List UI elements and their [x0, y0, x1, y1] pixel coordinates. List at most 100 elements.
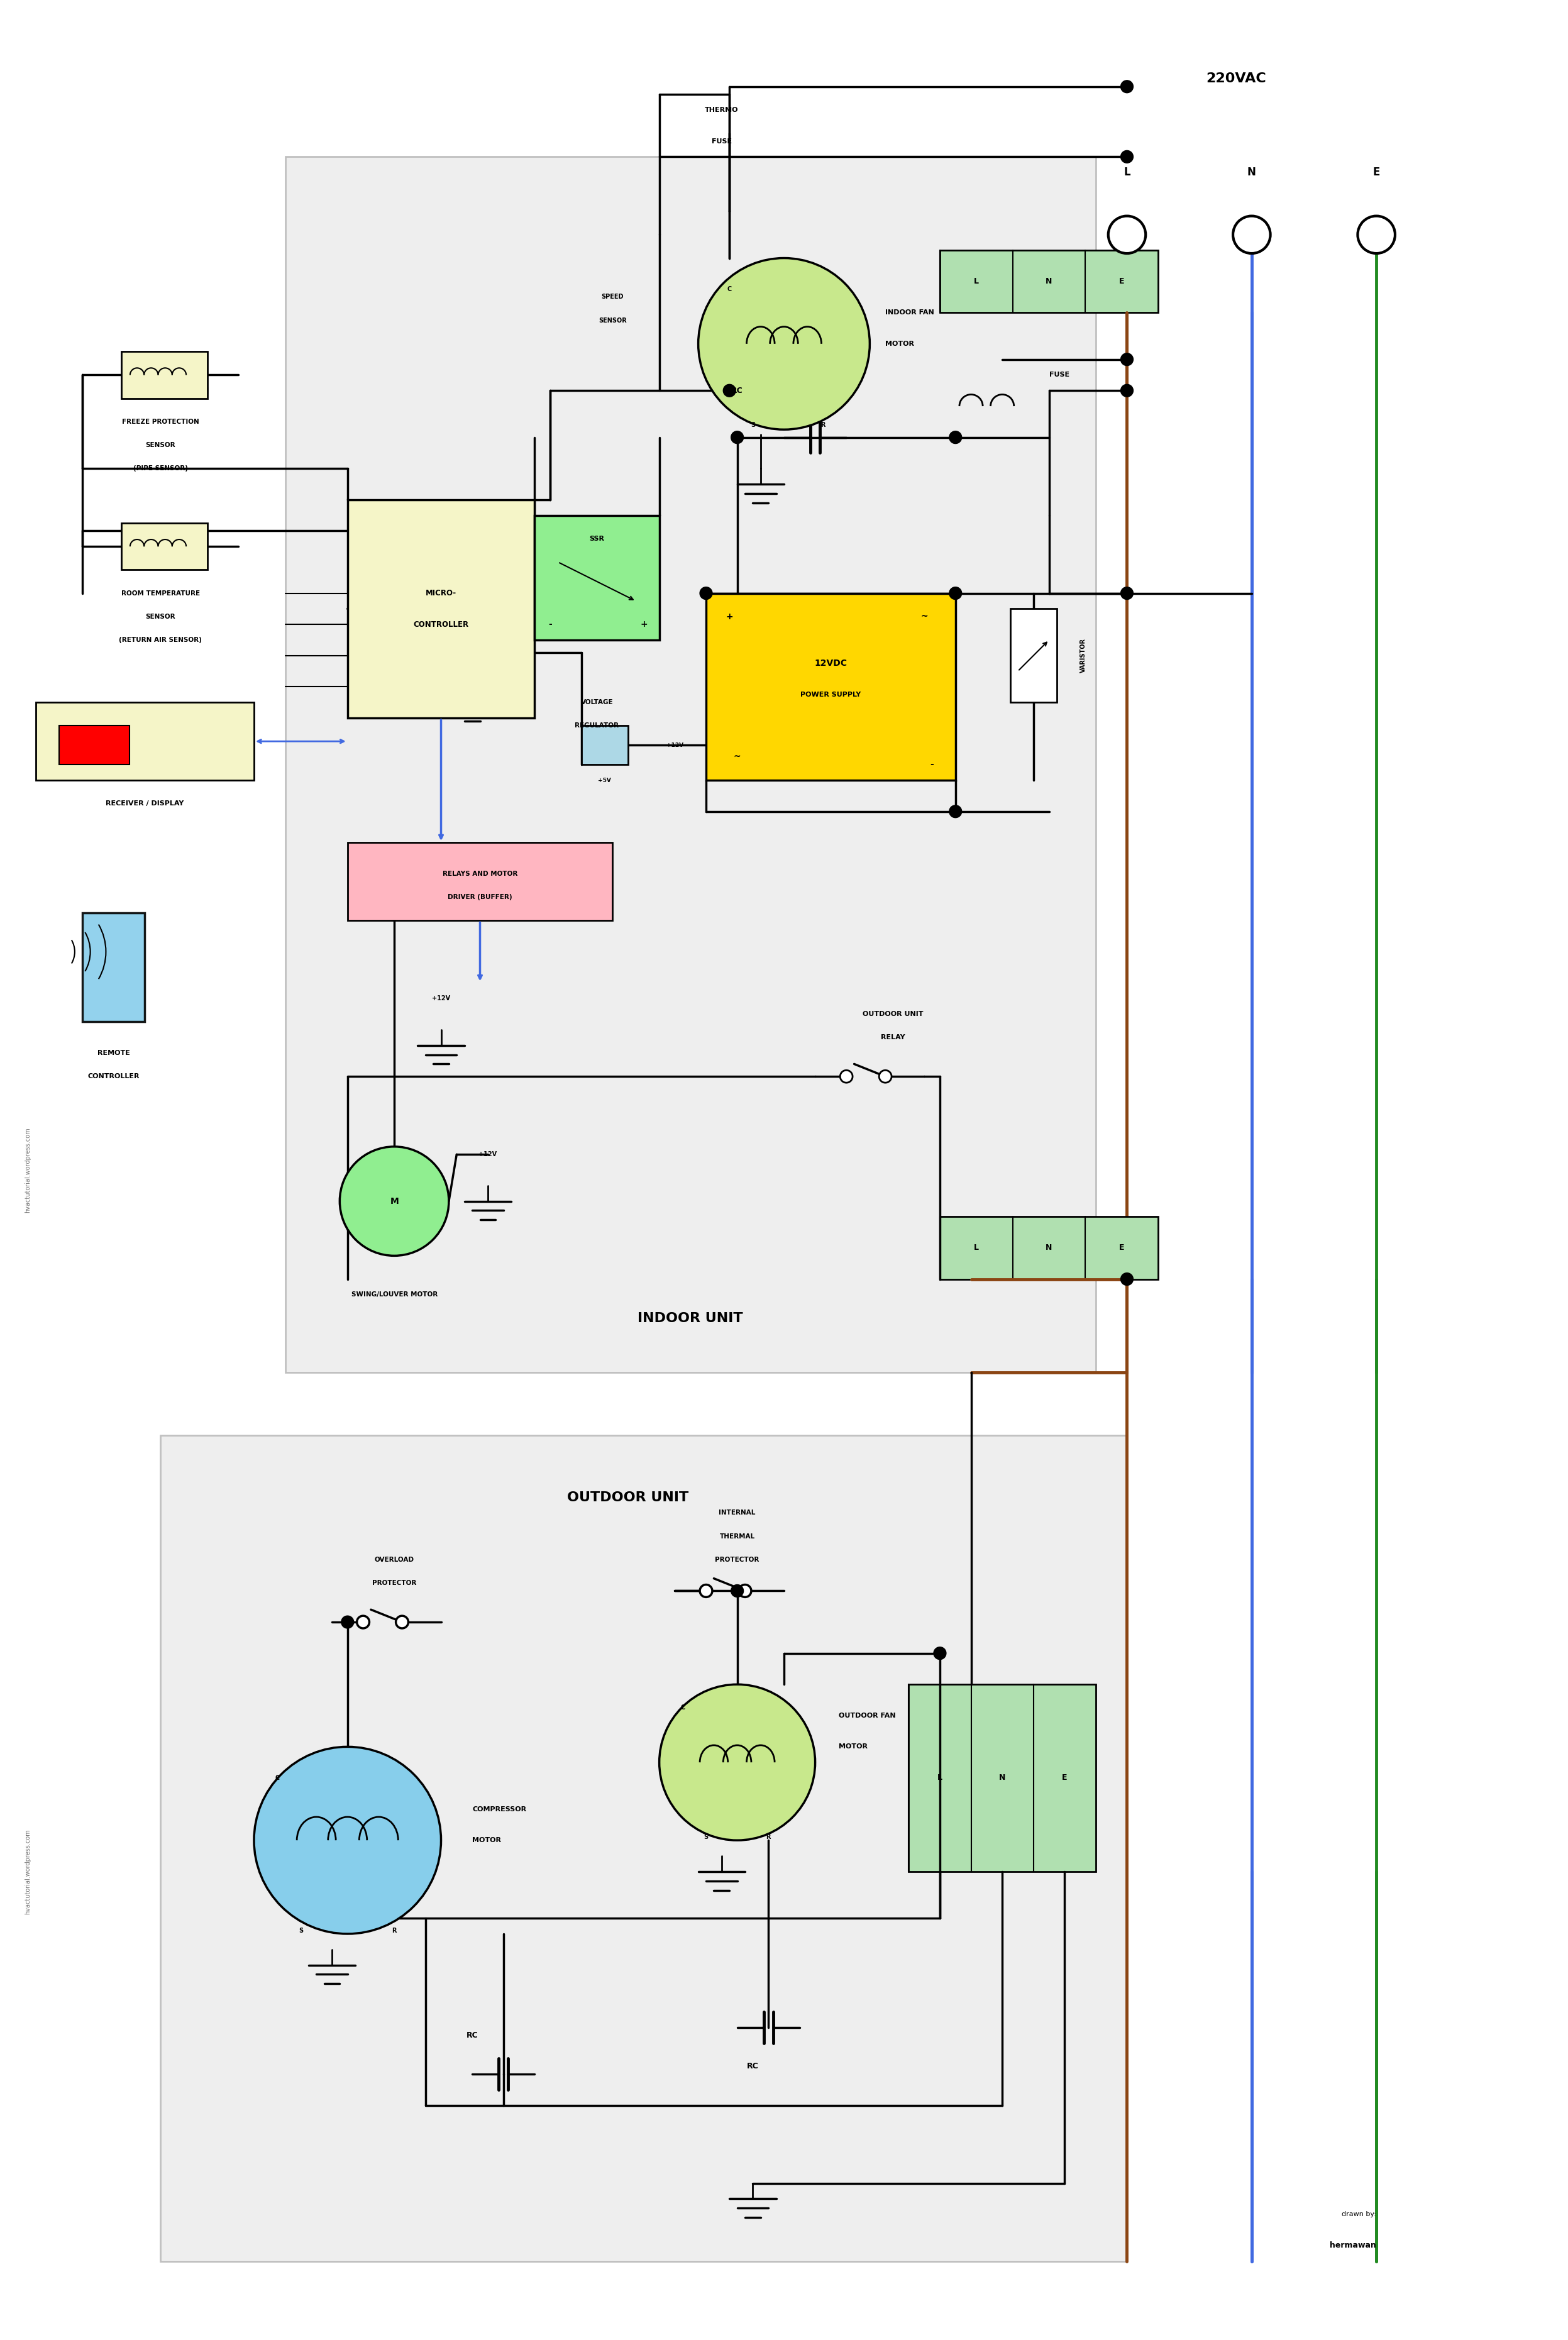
Text: SSR: SSR: [590, 536, 605, 543]
FancyBboxPatch shape: [582, 725, 629, 765]
Circle shape: [1232, 215, 1270, 253]
Circle shape: [1121, 587, 1134, 599]
Circle shape: [949, 431, 961, 445]
Text: R: R: [820, 421, 825, 428]
Text: CONTROLLER: CONTROLLER: [88, 1074, 140, 1079]
Text: S: S: [751, 421, 756, 428]
Text: THERMAL: THERMAL: [720, 1533, 754, 1540]
Text: INDOOR FAN: INDOOR FAN: [886, 309, 935, 316]
Text: L: L: [974, 1245, 978, 1252]
Text: OVERLOAD: OVERLOAD: [375, 1556, 414, 1563]
Text: SENSOR: SENSOR: [599, 318, 627, 323]
Text: hvactutorial.wordpress.com: hvactutorial.wordpress.com: [25, 1128, 31, 1212]
Text: C: C: [681, 1704, 685, 1711]
FancyBboxPatch shape: [285, 157, 1096, 1374]
Circle shape: [949, 805, 961, 817]
Circle shape: [1121, 80, 1134, 94]
Text: THERMO: THERMO: [706, 108, 739, 112]
Circle shape: [723, 384, 735, 398]
Text: ~: ~: [734, 753, 742, 760]
Text: E: E: [1120, 278, 1124, 285]
Circle shape: [699, 1584, 712, 1598]
FancyBboxPatch shape: [121, 351, 207, 398]
Circle shape: [342, 1617, 354, 1629]
FancyBboxPatch shape: [348, 501, 535, 718]
Text: OUTDOOR UNIT: OUTDOOR UNIT: [568, 1491, 688, 1505]
Circle shape: [731, 431, 743, 445]
Text: C: C: [728, 285, 732, 292]
Text: DRIVER (BUFFER): DRIVER (BUFFER): [448, 894, 513, 901]
Text: MOTOR: MOTOR: [886, 342, 914, 346]
Text: ROOM TEMPERATURE: ROOM TEMPERATURE: [121, 590, 199, 597]
Text: L: L: [1124, 166, 1131, 178]
Text: FUSE: FUSE: [1049, 372, 1069, 379]
Text: RECEIVER / DISPLAY: RECEIVER / DISPLAY: [105, 800, 183, 807]
Text: N: N: [1247, 166, 1256, 178]
Text: hermawan: hermawan: [1330, 2242, 1377, 2249]
Text: FREEZE PROTECTION: FREEZE PROTECTION: [122, 419, 199, 426]
FancyBboxPatch shape: [909, 1685, 1096, 1872]
Text: REGULATOR: REGULATOR: [575, 723, 619, 728]
Text: -: -: [930, 760, 935, 770]
FancyBboxPatch shape: [160, 1434, 1127, 2260]
Text: E: E: [1374, 166, 1380, 178]
Text: OUTDOOR UNIT: OUTDOOR UNIT: [862, 1011, 924, 1018]
Text: N: N: [1046, 1245, 1052, 1252]
Circle shape: [949, 587, 961, 599]
Text: SENSOR: SENSOR: [146, 442, 176, 449]
Text: PROTECTOR: PROTECTOR: [715, 1556, 759, 1563]
Text: +5V: +5V: [597, 777, 612, 784]
Circle shape: [1121, 353, 1134, 365]
Text: R: R: [767, 1835, 771, 1839]
Text: L: L: [974, 278, 978, 285]
FancyBboxPatch shape: [36, 702, 254, 779]
Text: RC: RC: [466, 2031, 478, 2038]
Text: VOLTAGE: VOLTAGE: [580, 700, 613, 704]
Text: RELAY: RELAY: [881, 1034, 905, 1041]
Text: VARISTOR: VARISTOR: [1080, 639, 1087, 674]
FancyBboxPatch shape: [348, 842, 613, 920]
Text: POWER SUPPLY: POWER SUPPLY: [801, 690, 861, 697]
FancyBboxPatch shape: [706, 594, 955, 779]
FancyBboxPatch shape: [121, 524, 207, 571]
Text: drawn by:: drawn by:: [1342, 2211, 1377, 2218]
Text: ~: ~: [920, 613, 928, 620]
Text: MOTOR: MOTOR: [839, 1743, 867, 1750]
Text: C: C: [274, 1774, 279, 1781]
Circle shape: [699, 587, 712, 599]
Text: FUSE: FUSE: [712, 138, 732, 145]
Text: hvactutorial.wordpress.com: hvactutorial.wordpress.com: [25, 1830, 31, 1914]
Circle shape: [254, 1746, 441, 1933]
Text: L: L: [938, 1774, 942, 1783]
Text: SPEED: SPEED: [602, 295, 624, 300]
FancyBboxPatch shape: [1010, 608, 1057, 702]
Text: +: +: [726, 613, 734, 620]
Text: RC: RC: [731, 386, 743, 395]
Text: INTERNAL: INTERNAL: [718, 1509, 756, 1516]
Text: REMOTE: REMOTE: [97, 1051, 130, 1055]
Text: RC: RC: [746, 2062, 759, 2071]
Circle shape: [1358, 215, 1396, 253]
Circle shape: [1121, 150, 1134, 164]
Text: CONTROLLER: CONTROLLER: [414, 620, 469, 629]
Text: 12VDC: 12VDC: [814, 660, 847, 667]
Circle shape: [395, 1617, 408, 1629]
Text: +12V: +12V: [666, 742, 684, 749]
Text: +12V: +12V: [431, 994, 450, 1002]
FancyBboxPatch shape: [83, 913, 144, 1023]
Text: M: M: [390, 1196, 398, 1205]
Circle shape: [933, 1647, 946, 1659]
Text: E: E: [1062, 1774, 1068, 1783]
Circle shape: [880, 1069, 892, 1083]
Circle shape: [358, 1617, 370, 1629]
Circle shape: [1109, 215, 1146, 253]
Text: SWING/LOUVER MOTOR: SWING/LOUVER MOTOR: [351, 1292, 437, 1299]
Circle shape: [659, 1685, 815, 1839]
Circle shape: [1121, 1273, 1134, 1285]
Text: 220VAC: 220VAC: [1206, 73, 1267, 84]
FancyBboxPatch shape: [535, 515, 659, 641]
Text: OUTDOOR FAN: OUTDOOR FAN: [839, 1713, 895, 1720]
Circle shape: [1121, 384, 1134, 398]
FancyBboxPatch shape: [939, 250, 1159, 314]
Circle shape: [698, 257, 870, 431]
